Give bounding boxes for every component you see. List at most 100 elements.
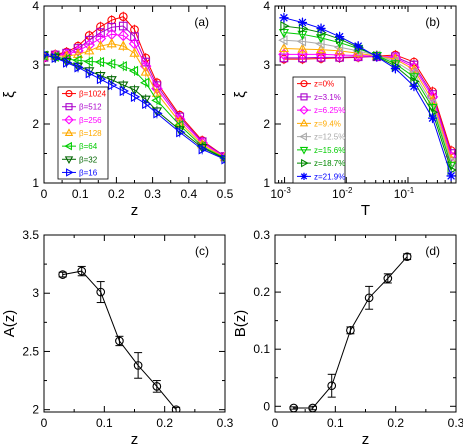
data-point <box>390 63 400 74</box>
data-point <box>153 108 163 119</box>
data-point <box>115 336 124 346</box>
data-point <box>317 27 327 38</box>
x-tick-label: 0.1 <box>96 416 113 430</box>
data-point <box>335 32 345 42</box>
legend-label: β=16 <box>79 168 98 177</box>
x-tick-label: 0.2 <box>156 416 173 430</box>
data-point <box>308 403 318 412</box>
x-tick-exponent: -3 <box>284 186 292 195</box>
x-tick-label: 10-3 <box>270 186 291 201</box>
series-line <box>44 55 225 159</box>
y-tick-label: 3 <box>32 286 39 300</box>
legend-label: z=3.1% <box>314 93 341 102</box>
x-axis-label: z <box>131 202 139 219</box>
x-tick-label: 0.3 <box>448 416 463 430</box>
legend-marker <box>64 115 74 125</box>
legend-marker <box>64 156 74 165</box>
y-tick-label: 3 <box>32 58 39 72</box>
plot-area <box>58 265 181 412</box>
legend-label: z=18.7% <box>314 159 345 168</box>
series-line <box>283 17 452 177</box>
x-tick-label: 0 <box>272 416 279 430</box>
data-point <box>171 405 181 412</box>
data-point <box>94 56 105 68</box>
data-point <box>108 79 118 91</box>
data-point <box>427 113 438 123</box>
data-point <box>74 62 84 73</box>
data-point <box>72 55 82 66</box>
panel-label: (c) <box>195 244 209 258</box>
x-tick-label: 0.3 <box>217 416 234 430</box>
plot-area <box>44 11 225 165</box>
x-tick-label: 10-2 <box>332 186 353 201</box>
data-point <box>105 58 116 69</box>
data-point <box>130 91 141 102</box>
series-0 <box>58 265 181 412</box>
data-point <box>84 45 95 55</box>
legend-marker <box>64 141 72 151</box>
x-axis-label: z <box>362 431 370 446</box>
y-tick-label: 2 <box>32 403 39 417</box>
y-tick-label: 2 <box>263 117 270 131</box>
data-point <box>142 98 152 110</box>
legend-marker <box>301 158 309 168</box>
data-point <box>334 45 345 55</box>
data-point <box>221 154 225 165</box>
data-point <box>96 287 106 297</box>
x-tick-exponent: -2 <box>345 186 353 195</box>
legend-label: β=128 <box>79 129 102 138</box>
legend-label: β=256 <box>79 116 102 125</box>
y-tick-label: 1 <box>32 176 39 190</box>
legend-label: z=12.5% <box>314 133 345 142</box>
legend-marker <box>65 103 73 111</box>
plot-area <box>289 252 412 412</box>
x-tick-exponent: -1 <box>407 186 415 195</box>
data-point <box>315 43 327 54</box>
data-point <box>44 51 50 58</box>
panel-c: 0 0.1 0.2 0.3 2 2.5 3 3.5 z A(z) (c) <box>1 228 234 446</box>
series-0 <box>289 252 412 412</box>
legend-label: β=1024 <box>79 90 107 99</box>
y-tick-label: 4 <box>263 0 270 13</box>
data-point <box>316 23 326 33</box>
data-point <box>106 38 117 48</box>
series-line <box>283 56 452 154</box>
data-point <box>278 35 288 46</box>
data-point <box>95 72 106 82</box>
data-point <box>152 382 162 391</box>
legend: z=0% z=3.1% z=6.25% z=9.4% z=12.5% z=15.6% z=1… <box>292 76 346 184</box>
x-tick-label: 10-1 <box>394 186 415 201</box>
data-point <box>280 20 290 32</box>
data-point <box>402 252 412 262</box>
data-point <box>279 13 289 23</box>
data-point <box>297 17 308 28</box>
data-point <box>372 52 382 62</box>
series-line <box>283 53 452 157</box>
legend-marker <box>299 146 309 155</box>
x-tick-label: 0.4 <box>180 187 197 201</box>
panel-label: (d) <box>425 244 440 258</box>
y-tick-label: 1 <box>263 176 270 190</box>
data-point <box>106 76 117 86</box>
legend-marker <box>300 172 308 180</box>
data-point <box>327 381 337 391</box>
legend-marker <box>299 118 309 127</box>
data-point <box>133 361 143 370</box>
data-point <box>83 56 93 67</box>
data-point <box>383 274 393 283</box>
data-point <box>198 144 208 155</box>
data-point <box>140 66 151 76</box>
y-axis-label: ξ <box>1 91 18 98</box>
data-point <box>446 171 456 181</box>
legend-marker <box>300 80 308 88</box>
y-tick-label: 2.5 <box>22 344 39 358</box>
legend-label: z=9.4% <box>314 119 341 128</box>
panel-label: (b) <box>425 15 440 29</box>
y-tick-label: 0.2 <box>253 285 270 299</box>
plot-area <box>278 12 456 181</box>
y-tick-label: 0.1 <box>253 342 270 356</box>
legend-label: z=15.6% <box>314 146 345 155</box>
x-axis-label: T <box>361 202 370 219</box>
data-point <box>118 81 129 91</box>
legend-label: β=64 <box>79 142 98 151</box>
